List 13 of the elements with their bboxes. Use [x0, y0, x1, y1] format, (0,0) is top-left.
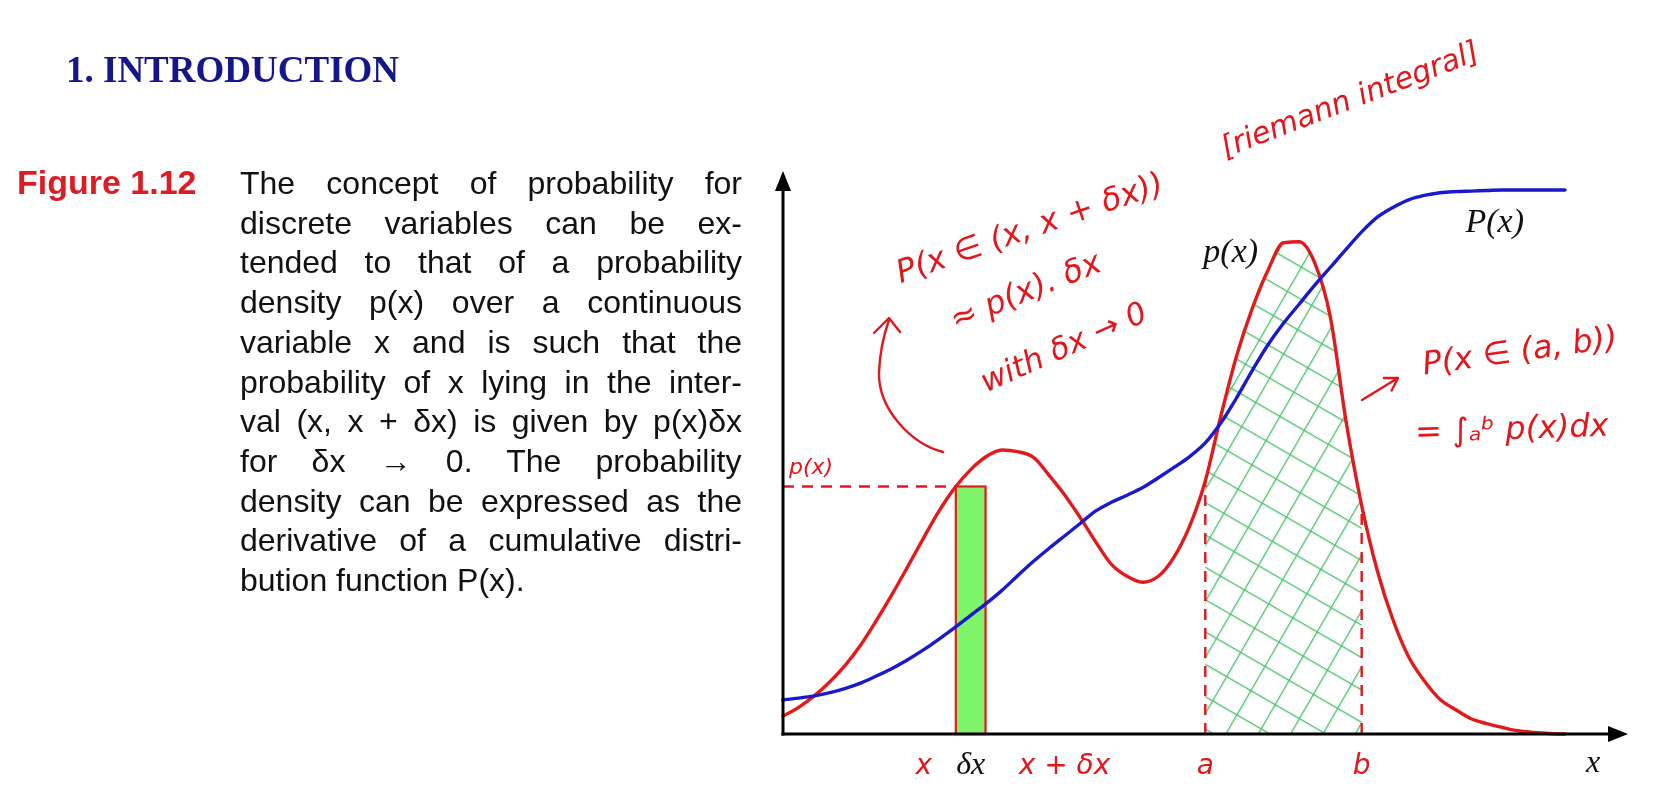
text: The concept of probability for discrete variables can be ex- tended to that of a probability density p(x) over a continuous variable x and is such that the probability of x lying in the inter- val (x, x + δx) is given by p(x)δx for δx → 0. The probability density can be expressed as the derivative of a cumulative distri- bution function P(x). — [240, 165, 742, 598]
series-label: p(x) — [1201, 231, 1259, 270]
ref-line-label: p(x) — [788, 454, 834, 480]
x-tick-label: b — [1352, 748, 1371, 781]
x-tick-label: a — [1196, 748, 1214, 781]
text: Figure 1.12 — [17, 163, 197, 201]
text: 1. INTRODUCTION — [66, 49, 400, 90]
series-label: P(x) — [1464, 202, 1524, 240]
x-tick-label: x — [914, 748, 933, 781]
x-tick-label: δx — [956, 745, 986, 781]
annotation: P(x ∈ (a, b)) — [1419, 317, 1620, 383]
x-tick-label: x + δx — [1017, 748, 1111, 781]
annotation: = ∫ₐᵇ p(x)dx — [1414, 405, 1611, 451]
